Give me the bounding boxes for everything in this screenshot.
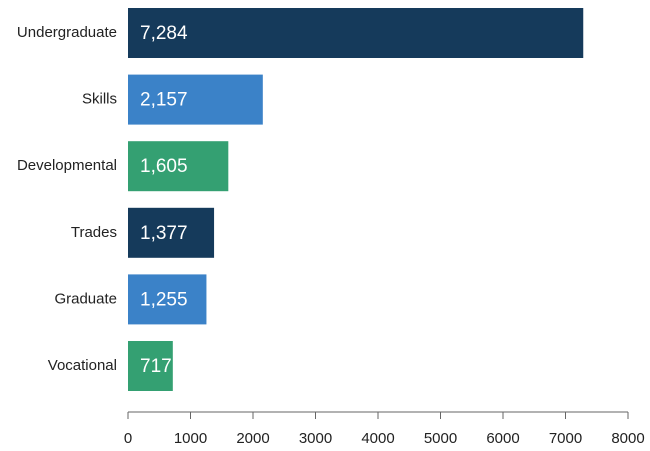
x-tick-label-6000: 6000 [486,430,519,447]
labels-layer: Undergraduate 7,284 Skills 2,157 Development… [17,23,188,377]
x-tick-label-4000: 4000 [361,430,394,447]
bar-skills [128,74,263,125]
x-tick-label-8000: 8000 [611,430,644,447]
value-label-graduate: 1,255 [140,289,188,310]
category-label-graduate: Graduate [54,290,117,307]
x-tick-label-5000: 5000 [424,430,457,447]
x-tick-label-0: 0 [124,430,132,447]
bar-trades [128,207,215,258]
bar-graduate [128,274,207,325]
category-label-developmental: Developmental [17,157,117,174]
bars-layer [128,8,584,391]
value-label-trades: 1,377 [140,223,188,244]
category-label-vocational: Vocational [48,357,117,374]
value-label-developmental: 1,605 [140,156,188,177]
value-label-undergraduate: 7,284 [140,23,188,44]
bar-undergraduate [128,8,584,58]
bar-developmental [128,141,229,192]
x-tick-label-7000: 7000 [549,430,582,447]
category-label-trades: Trades [71,224,117,241]
category-label-skills: Skills [82,91,117,108]
value-label-skills: 2,157 [140,90,188,111]
bar-vocational [128,341,173,391]
value-label-vocational: 717 [140,356,172,377]
category-label-undergraduate: Undergraduate [17,24,117,41]
x-tick-label-3000: 3000 [299,430,332,447]
x-axis: 0 1000 2000 3000 4000 5000 6000 7000 8000 [124,411,645,447]
x-tick-label-2000: 2000 [236,430,269,447]
x-tick-label-1000: 1000 [174,430,207,447]
